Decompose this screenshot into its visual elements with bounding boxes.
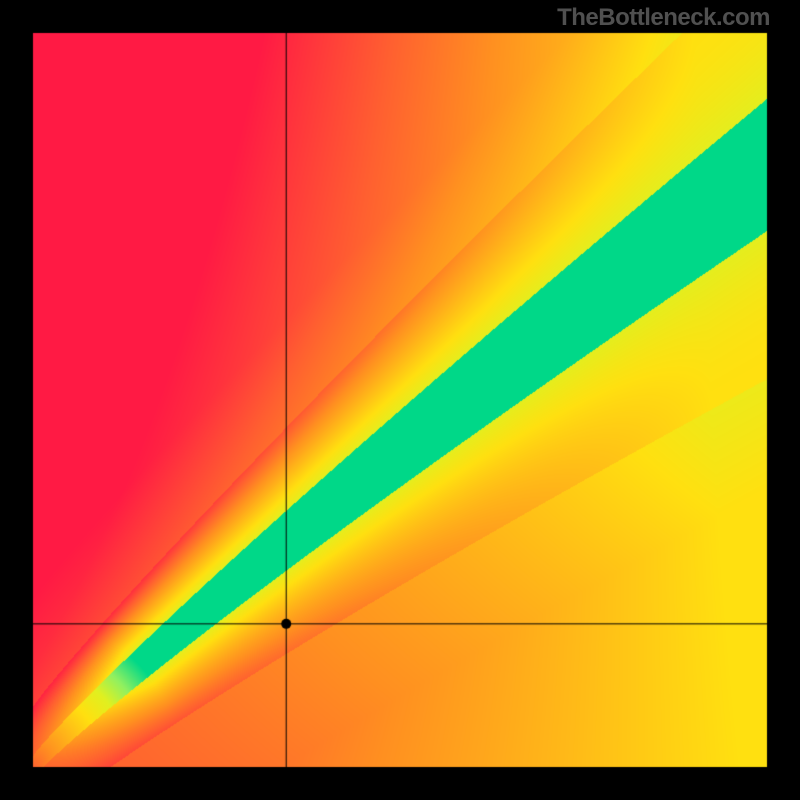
bottleneck-heatmap: [0, 0, 800, 800]
chart-container: TheBottleneck.com: [0, 0, 800, 800]
attribution-text: TheBottleneck.com: [557, 4, 770, 32]
